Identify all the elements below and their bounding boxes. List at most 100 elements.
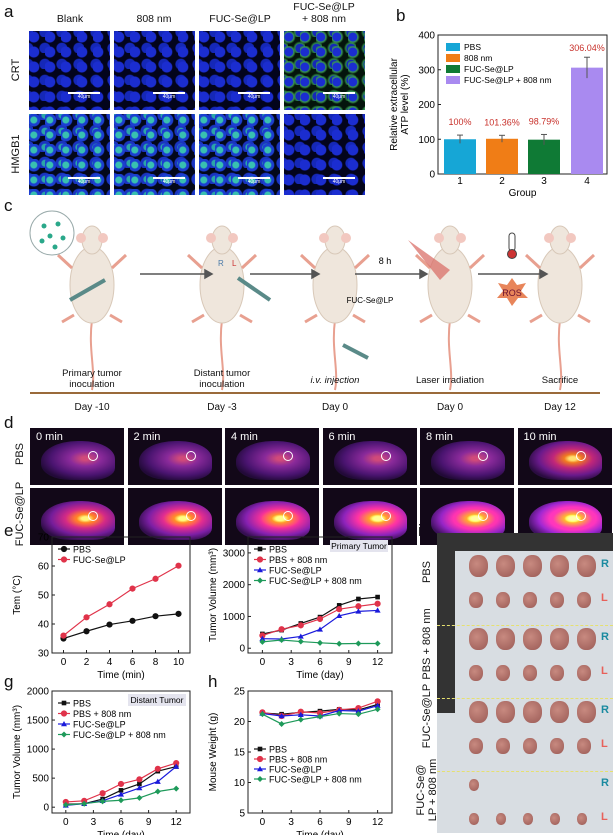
legend-label: FUC-Se@LP	[269, 765, 322, 775]
mouse-heat-map	[138, 440, 213, 481]
y-tick-label: 3000	[223, 548, 246, 559]
legend-label: FUC-Se@LP	[269, 566, 322, 576]
group-divider	[437, 625, 613, 626]
measurement-point-icon	[575, 450, 586, 461]
data-point	[297, 711, 304, 717]
thermal-image: 4 min	[225, 428, 319, 485]
step-label: Laser irradiation	[415, 375, 485, 386]
mouse-paw	[299, 253, 317, 270]
x-tick-label: 2	[84, 657, 90, 668]
legend-swatch	[446, 54, 460, 62]
y-tick-label: 500	[32, 774, 49, 785]
mouse-illustration	[414, 225, 486, 391]
thermal-image: 2 min	[127, 428, 222, 485]
time-label: 10 min	[523, 431, 557, 443]
day-label: Day 0	[321, 402, 349, 413]
x-tick-label: 12	[372, 657, 384, 668]
x-axis-label: Group	[509, 188, 537, 199]
x-tick-label: 9	[346, 817, 352, 828]
laser-beam-icon	[408, 240, 450, 280]
data-point	[129, 585, 136, 592]
mouse-ear	[98, 233, 108, 243]
scale-bar: 40μm	[323, 177, 355, 185]
thermal-image	[225, 488, 319, 545]
chart-b: 0 100 200 300 400 Relative extracellular ATP l…	[389, 31, 608, 199]
right-tumor-label: R	[601, 704, 609, 716]
data-point	[316, 615, 324, 623]
legend-label: PBS	[269, 545, 287, 555]
tumor	[523, 737, 538, 755]
data-label: 98.79%	[529, 116, 560, 126]
chart-title: Distant Tumor	[131, 695, 184, 705]
legend-label: PBS + 808 nm	[269, 755, 327, 765]
mouse-paw	[414, 253, 432, 270]
data-point	[106, 601, 113, 608]
mouse-paw	[109, 313, 123, 324]
mouse-paw	[61, 313, 75, 324]
x-tick-label: 4	[107, 657, 113, 668]
tumor	[577, 812, 588, 826]
legend-label: PBS + 808 nm	[73, 709, 131, 719]
x-tick-label: 2	[499, 176, 505, 187]
legend-label: PBS	[73, 545, 91, 555]
thermal-image	[30, 488, 124, 545]
y-axis-label: Tem (°C)	[12, 575, 23, 615]
data-point	[375, 594, 380, 600]
y-tick-label: 1000	[27, 745, 50, 756]
tumor	[469, 555, 488, 577]
tumor	[550, 737, 565, 755]
x-axis-label: Time (day)	[296, 670, 343, 681]
legend-label: PBS	[73, 699, 91, 709]
data-point	[62, 801, 69, 808]
day-label: Day 12	[544, 402, 576, 413]
tumor	[496, 591, 511, 609]
tumor	[469, 628, 488, 650]
syringe-icon	[236, 276, 272, 302]
data-point	[99, 798, 106, 805]
data-point	[374, 640, 381, 647]
mouse-paw	[239, 313, 253, 324]
data-point	[81, 800, 88, 807]
panel-letter-d: d	[4, 413, 14, 432]
data-point	[278, 626, 285, 633]
tumor	[523, 701, 542, 723]
mouse-heat-map	[528, 440, 603, 481]
x-tick-label: 0	[260, 817, 266, 828]
mouse-paw	[468, 253, 486, 270]
mouse-paw	[304, 313, 318, 324]
thermal-image: 8 min	[420, 428, 514, 485]
data-point	[257, 776, 263, 782]
tumor	[577, 737, 592, 755]
mouse-ear	[566, 233, 576, 243]
mouse-ear	[341, 233, 351, 243]
day-label: Day -3	[207, 402, 237, 413]
y-tick-label: 400	[418, 31, 435, 42]
tumor	[469, 701, 488, 723]
legend-swatch	[446, 43, 460, 51]
y-tick-label: 10	[234, 778, 246, 789]
data-point	[278, 713, 285, 719]
x-tick-label: 0	[260, 657, 266, 668]
time-label: 0 min	[36, 431, 63, 443]
data-point	[355, 711, 362, 718]
x-tick-label: 9	[146, 817, 152, 828]
data-point	[118, 797, 124, 804]
tumor	[469, 591, 484, 609]
tumor	[550, 628, 569, 650]
mouse-ear	[456, 233, 466, 243]
data-point	[99, 790, 106, 797]
data-point	[336, 606, 343, 613]
mouse-tail	[89, 319, 95, 391]
tumor	[577, 591, 592, 609]
x-axis-label: Time (min)	[97, 670, 144, 681]
syringe-barrel	[236, 276, 272, 302]
data-point	[152, 613, 159, 620]
left-tumor-label: L	[601, 665, 608, 677]
mouse-paw	[240, 253, 258, 270]
panel-letter-h: h	[208, 672, 218, 691]
tumor	[577, 701, 596, 723]
chart-title: Primary Tumor	[331, 541, 387, 551]
data-point	[118, 788, 124, 793]
ruler	[437, 533, 455, 713]
tumor	[496, 664, 511, 682]
